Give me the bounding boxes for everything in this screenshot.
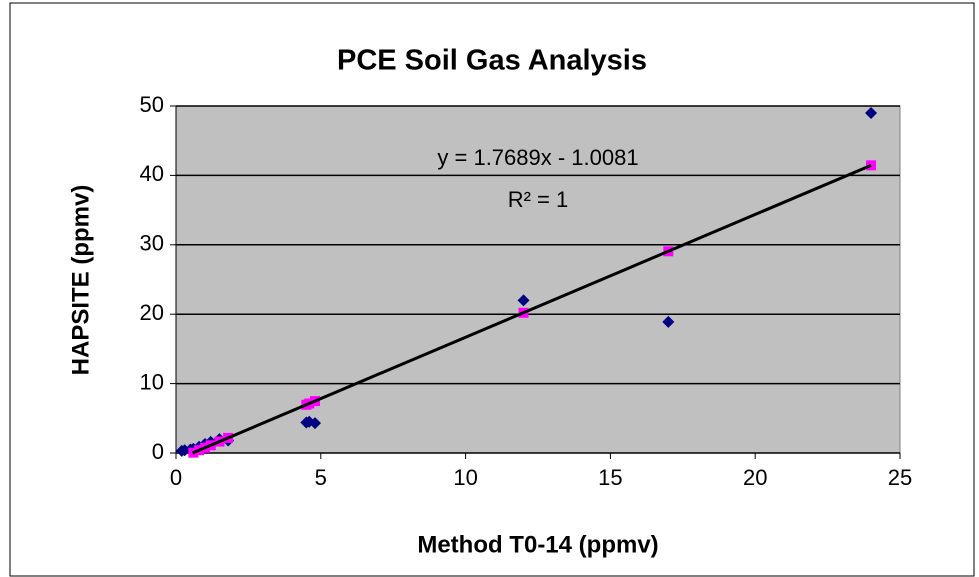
- point: [865, 106, 878, 119]
- r-squared: R² = 1: [508, 187, 569, 212]
- x-tick-label: 0: [170, 465, 182, 490]
- y-tick-label: 0: [152, 439, 164, 464]
- point: [309, 417, 322, 430]
- y-tick-label: 20: [140, 300, 164, 325]
- point: [517, 294, 530, 307]
- y-tick-label: 30: [140, 231, 164, 256]
- x-tick-label: 15: [598, 465, 622, 490]
- trendline: [191, 163, 872, 455]
- y-tick-label: 10: [140, 369, 164, 394]
- x-axis-label: Method T0-14 (ppmv): [417, 531, 658, 558]
- x-tick-label: 20: [743, 465, 767, 490]
- equation: y = 1.7689x - 1.0081: [437, 145, 638, 170]
- y-tick-label: 50: [140, 92, 164, 117]
- x-tick-label: 25: [888, 465, 912, 490]
- plot-area: [175, 105, 901, 454]
- x-tick-label: 5: [315, 465, 327, 490]
- chart-title: PCE Soil Gas Analysis: [337, 45, 647, 77]
- x-tick-label: 10: [453, 465, 477, 490]
- y-axis-label: HAPSITE (ppmv): [67, 185, 94, 376]
- y-tick-label: 40: [140, 161, 164, 186]
- point: [662, 315, 675, 328]
